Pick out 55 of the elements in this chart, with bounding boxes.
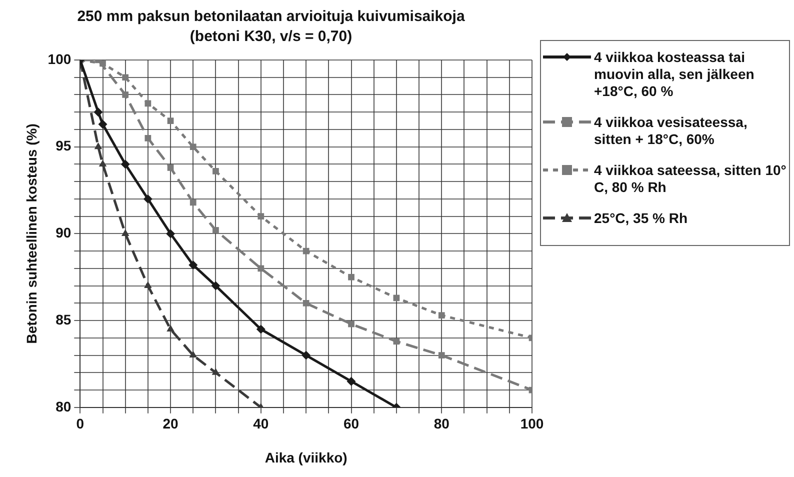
x-tick-label: 0 xyxy=(76,416,84,432)
chart-title: 250 mm paksun betonilaatan arvioituja kuivumisaikoja xyxy=(77,8,466,26)
point xyxy=(122,74,129,81)
x-tick-label: 20 xyxy=(162,416,179,432)
legend-label: 4 viikkoa vesisateessa, sitten + 18°C, 60% xyxy=(594,114,748,148)
point xyxy=(94,108,103,117)
legend-label: 25°C, 35 % Rh xyxy=(594,210,688,227)
y-tick-label: 95 xyxy=(56,138,72,154)
legend-label: 4 viikkoa kosteassa tai muovin alla, sen jälkeen +18°C, 60 % xyxy=(594,49,756,100)
point xyxy=(144,134,152,142)
y-axis-title: Betonin suhteellinen kosteus (%) xyxy=(23,124,40,344)
point xyxy=(98,160,107,166)
point xyxy=(122,92,129,98)
point xyxy=(167,164,174,171)
y-tick-label: 85 xyxy=(56,311,72,328)
x-tick-label: 40 xyxy=(253,416,269,432)
point xyxy=(190,199,196,206)
point xyxy=(302,300,310,306)
point xyxy=(188,260,198,270)
point xyxy=(438,312,445,319)
x-axis-title: Aika (viikko) xyxy=(264,449,348,466)
point xyxy=(393,338,400,345)
y-tick-label: 100 xyxy=(48,50,72,67)
y-tick-label: 90 xyxy=(56,224,72,241)
point xyxy=(256,324,266,334)
point xyxy=(212,368,220,375)
point xyxy=(212,168,219,174)
point xyxy=(166,324,174,332)
x-tick-label: 80 xyxy=(434,416,450,432)
point xyxy=(120,160,130,169)
point xyxy=(346,376,356,386)
point xyxy=(144,281,152,288)
point xyxy=(212,227,219,234)
point xyxy=(94,142,102,150)
point xyxy=(144,100,152,107)
x-tick-label: 100 xyxy=(520,416,544,432)
point xyxy=(438,352,445,358)
point xyxy=(189,350,198,358)
point xyxy=(348,320,354,328)
chart-subtitle: (betoni K30, v/s = 0,70) xyxy=(190,28,352,46)
point xyxy=(211,281,220,290)
point xyxy=(98,120,108,129)
point xyxy=(302,248,310,254)
point xyxy=(258,213,264,220)
point xyxy=(167,118,174,124)
point xyxy=(190,144,196,150)
legend-label: 4 viikkoa sateessa, sitten 10° C, 80 % Rh xyxy=(594,162,787,196)
point xyxy=(302,350,311,360)
point xyxy=(143,194,152,204)
point xyxy=(258,265,264,272)
point xyxy=(348,274,354,280)
y-tick-label: 80 xyxy=(56,398,72,414)
point xyxy=(166,229,176,238)
x-tick-label: 60 xyxy=(343,416,360,432)
point xyxy=(121,229,130,236)
